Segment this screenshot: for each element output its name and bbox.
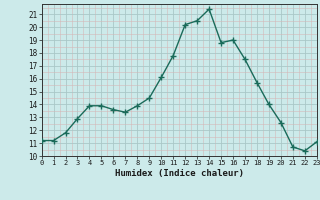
X-axis label: Humidex (Indice chaleur): Humidex (Indice chaleur): [115, 169, 244, 178]
